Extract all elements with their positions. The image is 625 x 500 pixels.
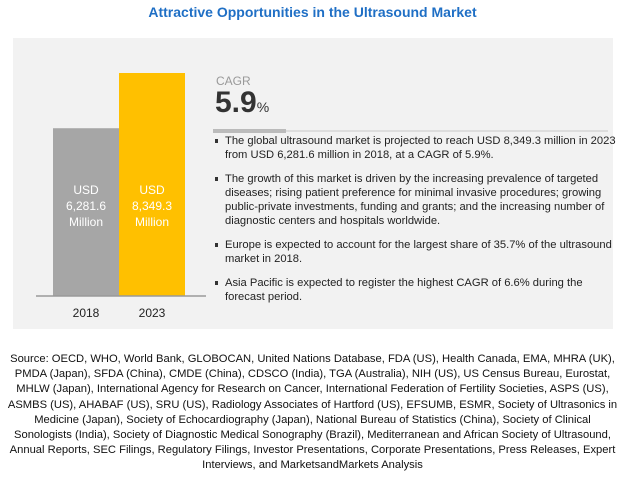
cagr-unit: % (256, 99, 270, 115)
bar-data-label-line: 6,281.6 (65, 199, 107, 213)
divider-accent (213, 129, 286, 133)
source-note: Source: OECD, WHO, World Bank, GLOBOCAN,… (7, 353, 618, 472)
bullet: The global ultrasound market is projecte… (215, 134, 620, 162)
bar-data-label-line: USD (139, 183, 165, 197)
bullet: Asia Pacific is expected to register the… (215, 276, 620, 304)
x-tick-label: 2023 (138, 306, 166, 320)
bar-chart (36, 73, 206, 297)
bullet: The growth of this market is driven by t… (215, 172, 620, 228)
cagr-label: CAGR (216, 74, 251, 88)
bar-data-label-line: USD (73, 183, 99, 197)
bar-data-label-line: Million (68, 215, 103, 229)
bar-data-label-line: 8,349.3 (131, 199, 173, 213)
x-tick-label: 2018 (72, 306, 100, 320)
bar-2023 (119, 73, 185, 296)
bar-data-label-line: Million (134, 215, 169, 229)
cagr-value: 5.9% (215, 86, 269, 120)
chart-title: Attractive Opportunities in the Ultrasou… (148, 4, 477, 20)
bar-data-label: USD 8,349.3 Million (119, 182, 185, 230)
bullet: Europe is expected to account for the la… (215, 238, 620, 266)
key-points: The global ultrasound market is projecte… (211, 134, 620, 314)
bar-2018 (53, 128, 119, 296)
infographic-panel: CAGR 5.9% The global ultrasound market i… (13, 38, 616, 329)
cagr-number: 5.9 (215, 86, 257, 119)
bar-data-label: USD 6,281.6 Million (53, 182, 119, 230)
divider (213, 130, 608, 132)
